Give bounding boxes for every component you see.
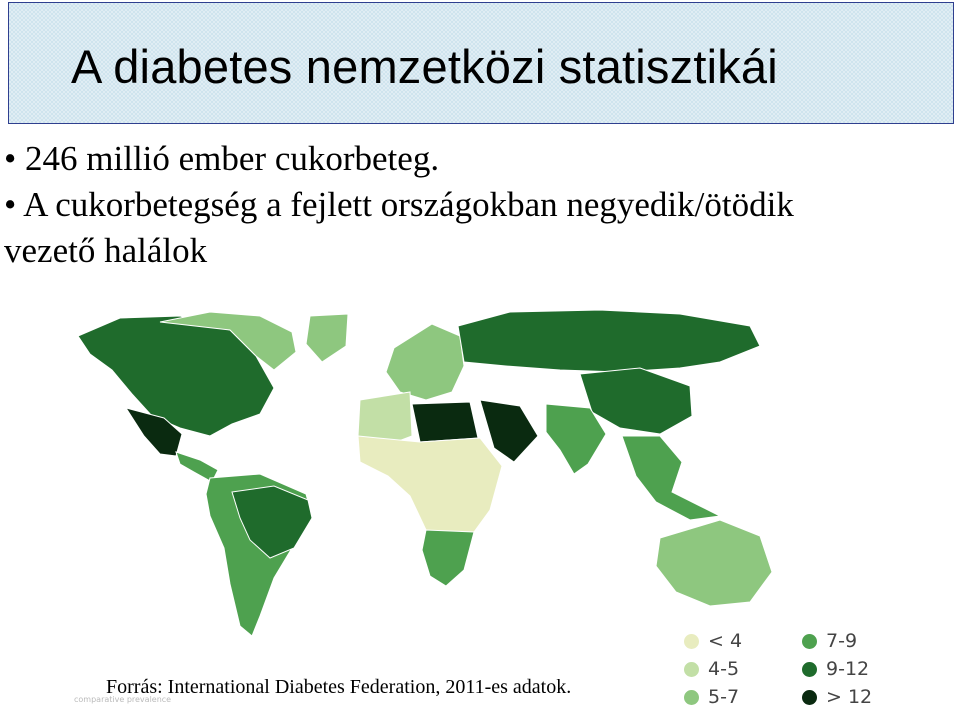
bullet-text: 246 millió ember cukorbeteg.: [25, 139, 440, 178]
region-southeast-asia: [621, 435, 722, 521]
bullet-item-2-continuation: vezető halálok: [4, 231, 208, 270]
legend-swatch: [684, 661, 699, 677]
legend-label: > 12: [826, 686, 873, 708]
region-australia: [655, 519, 773, 607]
bullet-item-1: • 246 millió ember cukorbeteg.: [4, 136, 954, 182]
legend-swatch: [684, 689, 699, 705]
region-greenland: [305, 313, 349, 363]
region-southern-africa: [421, 529, 475, 587]
legend-label: 7-9: [826, 630, 858, 652]
region-europe: [385, 323, 465, 401]
legend-swatch: [802, 689, 817, 705]
region-brazil: [231, 485, 313, 559]
region-mexico: [124, 407, 183, 457]
region-arabia: [479, 399, 539, 463]
legend-swatch: [802, 661, 817, 677]
legend-swatch: [684, 633, 699, 649]
legend-item-3: 5-7: [684, 686, 739, 708]
legend-label: 4-5: [708, 658, 740, 680]
bullet-list: • 246 millió ember cukorbeteg. • A cukor…: [4, 136, 954, 274]
legend-item-2: 4-5: [684, 658, 739, 680]
map-legend: < 4 4-5 5-7 7-9 9-12 > 12: [680, 628, 880, 712]
legend-item-1: < 4: [684, 630, 742, 652]
region-china: [579, 367, 693, 435]
legend-swatch: [802, 633, 817, 649]
legend-item-5: 9-12: [802, 658, 869, 680]
legend-label: 9-12: [826, 658, 870, 680]
legend-item-6: > 12: [802, 686, 872, 708]
region-india: [545, 403, 607, 475]
bullet-marker: •: [4, 185, 17, 224]
region-sub-saharan-africa: [357, 435, 503, 541]
title-box: A diabetes nemzetközi statisztikái: [8, 2, 954, 124]
legend-label: 5-7: [708, 686, 740, 708]
legend-label: < 4: [708, 630, 743, 652]
region-canada-north: [159, 311, 297, 371]
slide-title: A diabetes nemzetközi statisztikái: [71, 40, 778, 93]
legend-item-4: 7-9: [802, 630, 857, 652]
source-citation: Forrás: International Diabetes Federatio…: [106, 676, 572, 698]
region-egypt-libya: [411, 401, 479, 443]
bullet-marker: •: [4, 139, 17, 178]
world-map-svg: [77, 309, 773, 637]
bullet-text: A cukorbetegség a fejlett országokban ne…: [23, 185, 794, 224]
bullet-item-2: • A cukorbetegség a fejlett országokban …: [4, 182, 954, 228]
map-caption: comparative prevalence: [74, 695, 172, 704]
world-map: [60, 296, 860, 652]
region-russia: [457, 309, 761, 373]
